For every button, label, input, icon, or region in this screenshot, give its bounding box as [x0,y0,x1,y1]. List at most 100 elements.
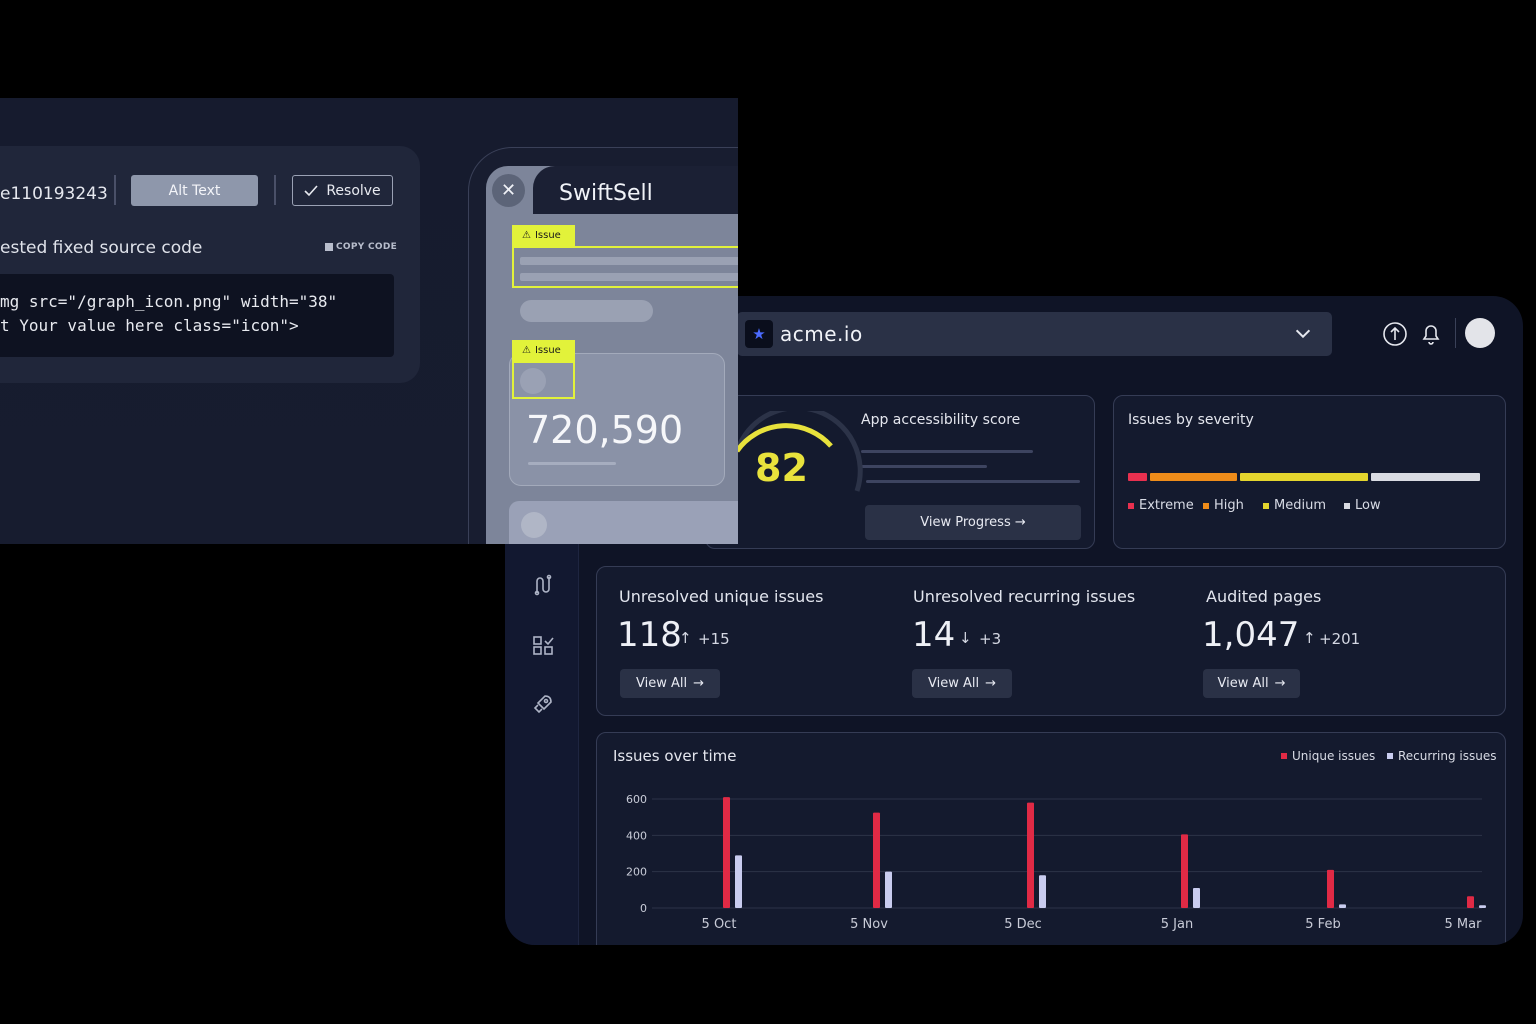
severity-segment-medium [1240,473,1368,481]
y-tick-label: 600 [626,793,647,806]
y-tick-label: 0 [640,902,647,915]
swatch [1203,502,1209,509]
copy-code-button[interactable]: COPY CODE [325,242,397,252]
stat-delta: +15 [698,630,730,648]
divider [1455,318,1456,348]
view-all-pages-button[interactable]: View All → [1203,669,1300,698]
bar-recurring[interactable] [735,855,742,908]
suggested-fix-label: ested fixed source code [0,238,203,258]
bar-unique[interactable] [873,812,880,908]
issue-detail-panel: e110193243 Alt Text Resolve ested fixed … [0,98,738,544]
bar-chart: 600 400 200 0 5 Oct 5 Nov 5 Dec 5 Jan 5 Feb 5 Mar [626,793,1486,932]
warning-icon: ⚠ [522,230,531,241]
swatch [1387,753,1393,759]
metric-value: 720,590 [526,408,684,452]
copy-code-label: COPY CODE [336,242,398,252]
bar-recurring[interactable] [1479,905,1486,908]
legend-extreme: Extreme [1128,498,1194,513]
issue-highlight[interactable] [512,246,738,288]
bar-recurring[interactable] [1039,875,1046,908]
x-tick-label: 5 Mar [1445,917,1483,932]
issues-chart-card: Issues over time Unique issues Recurring… [596,732,1506,945]
stats-card: Unresolved unique issues 118 ↑ +15 View … [596,566,1506,716]
y-tick-label: 400 [626,829,647,842]
issue-tag-label: Issue [534,230,561,241]
bar-unique[interactable] [723,797,730,908]
bar-unique[interactable] [1327,869,1334,908]
x-tick-label: 5 Jan [1161,917,1193,932]
bar-unique[interactable] [1027,802,1034,908]
legend-label: High [1214,498,1244,513]
arrow-right-icon: → [985,676,996,691]
divider [114,175,116,205]
legend-label: Extreme [1139,498,1194,513]
alt-text-button[interactable]: Alt Text [131,175,258,206]
close-icon[interactable]: ✕ [492,174,525,207]
view-all-unique-button[interactable]: View All → [620,669,720,698]
copy-icon [325,243,333,251]
star-icon: ★ [745,320,773,348]
placeholder-pill [520,300,653,322]
apps-check-icon[interactable] [531,634,555,658]
button-label: View All [1217,676,1269,691]
legend-label: Medium [1274,498,1326,513]
code-line: mg src="/graph_icon.png" width="38" [0,292,338,311]
accessibility-score-card: App accessibility score View Progress → [705,395,1095,549]
stat-delta: +201 [1319,630,1361,648]
view-all-recurring-button[interactable]: View All → [912,669,1012,698]
rocket-icon[interactable] [531,692,555,716]
chevron-down-icon [1295,329,1311,339]
button-label: View All [635,676,688,691]
chart-title: Issues over time [613,747,737,765]
legend-unique: Unique issues [1281,749,1375,763]
bar-unique[interactable] [1181,834,1188,908]
severity-title: Issues by severity [1128,412,1254,428]
issue-tag-label: Issue [534,345,561,356]
add-circle-icon[interactable] [1381,320,1409,348]
legend-high: High [1203,498,1244,513]
stat-label: Audited pages [1206,587,1322,606]
y-tick-label: 200 [626,866,647,879]
site-selector[interactable]: ★ acme.io [737,312,1332,356]
stat-value: 1,047 [1202,615,1300,655]
bar-recurring[interactable] [1193,888,1200,908]
legend-label: Recurring issues [1398,749,1497,763]
stat-label: Unresolved recurring issues [913,587,1136,606]
severity-segment-high [1149,473,1238,481]
resolve-label: Resolve [326,182,381,199]
flow-icon[interactable] [531,573,555,597]
score-value: 82 [755,446,808,490]
stat-value: 14 [912,615,956,655]
secondary-card [509,501,738,544]
stat-label: Unresolved unique issues [619,587,824,606]
x-tick-label: 5 Oct [702,917,737,932]
avatar[interactable] [1465,318,1495,348]
stat-arrow: ↑ [679,629,692,647]
swatch [1281,753,1287,759]
score-gauge [734,411,863,492]
severity-segment-low [1370,473,1480,481]
view-progress-button[interactable]: View Progress → [865,505,1081,540]
site-name: acme.io [780,322,863,346]
issue-highlight[interactable] [512,361,575,399]
stat-arrow: ↑ [1303,629,1316,647]
placeholder-line [528,462,616,465]
check-icon [304,184,318,196]
placeholder-bar [520,257,738,265]
warning-icon: ⚠ [522,345,531,356]
legend-label: Unique issues [1292,749,1376,763]
stat-delta: +3 [979,630,1002,648]
severity-segment-extreme [1128,473,1147,481]
severity-card: Issues by severity Extreme High Medium L… [1113,395,1506,549]
bar-unique[interactable] [1467,896,1474,908]
bar-recurring[interactable] [1339,904,1346,908]
legend-label: Low [1355,498,1381,513]
legend-medium: Medium [1263,498,1326,513]
bar-recurring[interactable] [885,871,892,908]
x-tick-label: 5 Nov [850,917,888,932]
resolve-button[interactable]: Resolve [292,175,393,206]
issue-tag: ⚠ Issue [512,340,575,361]
bell-icon[interactable] [1417,320,1445,348]
phone-header [533,166,738,214]
trend-icon [521,512,547,538]
